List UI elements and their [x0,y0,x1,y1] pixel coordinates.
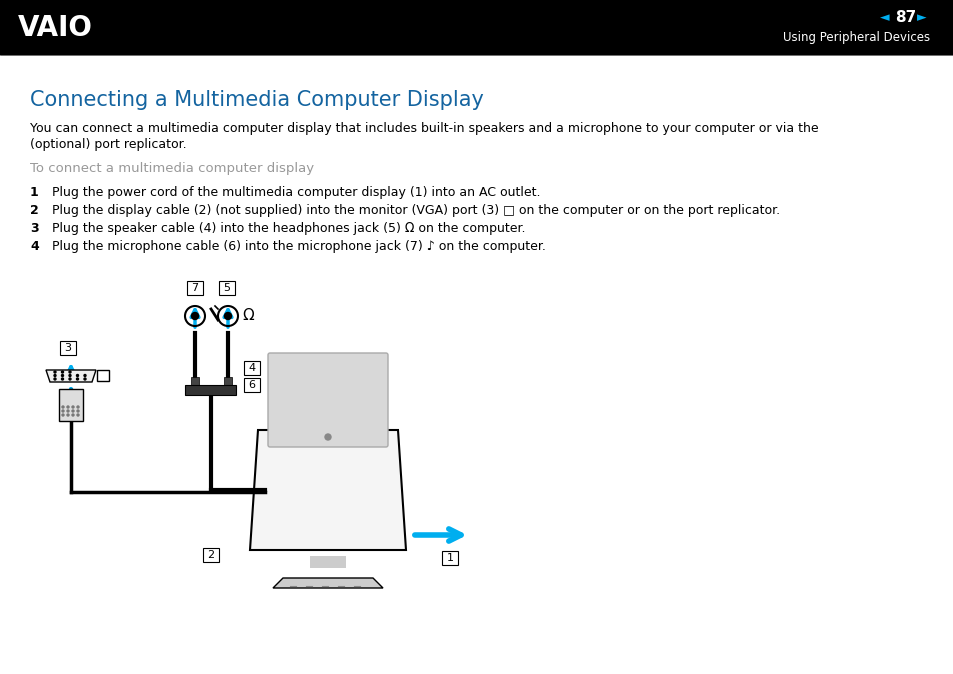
Text: 1: 1 [446,553,453,563]
Circle shape [67,410,69,412]
Circle shape [62,410,64,412]
Text: 1: 1 [30,186,39,199]
Text: Using Peripheral Devices: Using Peripheral Devices [782,32,929,44]
Circle shape [54,371,56,373]
FancyBboxPatch shape [244,378,260,392]
Circle shape [84,378,86,380]
FancyBboxPatch shape [219,281,234,295]
FancyBboxPatch shape [185,385,235,395]
FancyBboxPatch shape [441,551,457,565]
Circle shape [192,313,198,319]
Text: 5: 5 [223,283,231,293]
Polygon shape [46,370,96,382]
FancyBboxPatch shape [203,548,219,562]
Text: VAIO: VAIO [18,14,92,42]
Circle shape [54,375,56,377]
Circle shape [67,406,69,408]
Circle shape [67,414,69,416]
Text: 6: 6 [248,380,255,390]
Circle shape [77,410,79,412]
Text: You can connect a multimedia computer display that includes built-in speakers an: You can connect a multimedia computer di… [30,122,818,135]
Text: ◄: ◄ [879,11,889,24]
Circle shape [325,434,331,440]
FancyBboxPatch shape [0,0,953,55]
Text: Plug the power cord of the multimedia computer display (1) into an AC outlet.: Plug the power cord of the multimedia co… [52,186,540,199]
FancyBboxPatch shape [97,370,109,381]
Circle shape [224,313,232,319]
Text: 7: 7 [192,283,198,293]
Circle shape [61,375,64,377]
FancyBboxPatch shape [244,361,260,375]
FancyBboxPatch shape [59,389,83,421]
FancyBboxPatch shape [60,341,76,355]
Text: 3: 3 [65,343,71,353]
FancyBboxPatch shape [187,281,203,295]
Text: Plug the display cable (2) (not supplied) into the monitor (VGA) port (3) □ on t: Plug the display cable (2) (not supplied… [52,204,780,217]
Text: 4: 4 [30,240,39,253]
Text: Plug the microphone cable (6) into the microphone jack (7) ♪ on the computer.: Plug the microphone cable (6) into the m… [52,240,545,253]
Circle shape [76,375,78,377]
Circle shape [61,378,64,380]
Text: Connecting a Multimedia Computer Display: Connecting a Multimedia Computer Display [30,90,483,110]
Text: 4: 4 [248,363,255,373]
Text: To connect a multimedia computer display: To connect a multimedia computer display [30,162,314,175]
Circle shape [61,371,64,373]
FancyBboxPatch shape [310,556,346,568]
FancyBboxPatch shape [224,377,232,385]
Text: 2: 2 [207,550,214,560]
Text: 2: 2 [30,204,39,217]
Text: 3: 3 [30,222,38,235]
FancyBboxPatch shape [268,353,388,447]
Circle shape [71,410,74,412]
Text: Plug the speaker cable (4) into the headphones jack (5) Ω on the computer.: Plug the speaker cable (4) into the head… [52,222,525,235]
Polygon shape [250,430,406,550]
Polygon shape [273,578,382,588]
Text: 87: 87 [894,11,915,26]
Circle shape [62,414,64,416]
Circle shape [54,378,56,380]
Circle shape [69,378,71,380]
Circle shape [71,414,74,416]
Circle shape [71,406,74,408]
FancyBboxPatch shape [191,377,199,385]
Circle shape [84,375,86,377]
Circle shape [62,406,64,408]
Circle shape [77,406,79,408]
Text: Ω: Ω [242,309,253,324]
Circle shape [76,378,78,380]
Circle shape [69,371,71,373]
Circle shape [69,375,71,377]
Circle shape [77,414,79,416]
Text: ►: ► [916,11,925,24]
Text: (optional) port replicator.: (optional) port replicator. [30,138,187,151]
